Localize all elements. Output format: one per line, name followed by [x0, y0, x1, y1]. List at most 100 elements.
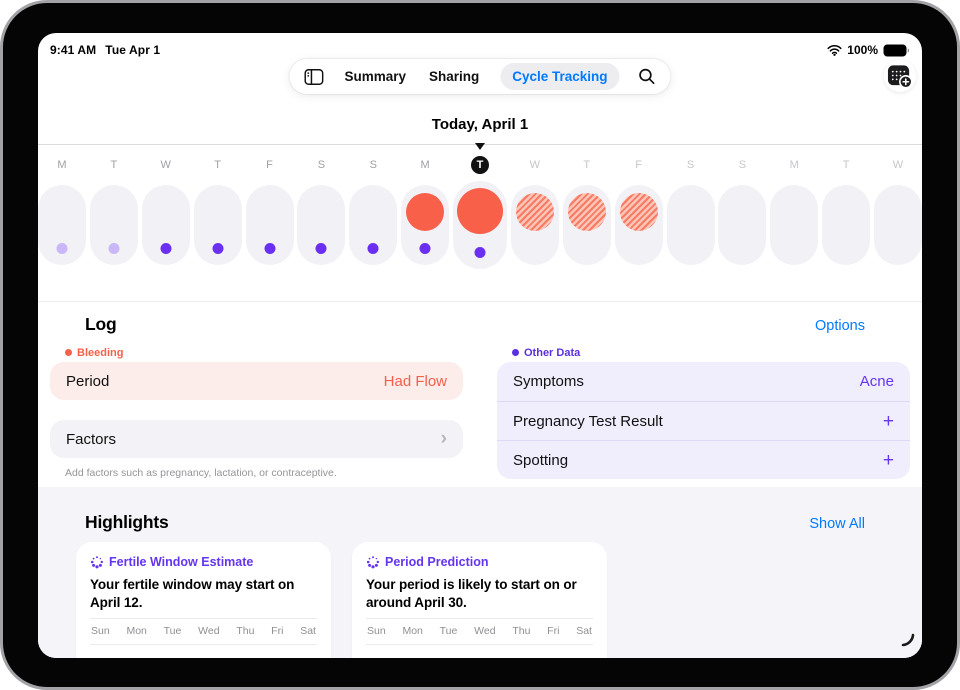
highlight-card-fertile-window-estimate[interactable]: Fertile Window Estimate Your fertile wind… [76, 542, 331, 658]
tab-summary[interactable]: Summary [344, 69, 406, 84]
tab-cycle-tracking[interactable]: Cycle Tracking [500, 63, 620, 90]
day-letter: T [842, 159, 850, 171]
day-cell[interactable]: T [822, 156, 871, 269]
day-capsule [401, 185, 450, 265]
weekday-label: Wed [198, 625, 220, 638]
prediction-sparkle-icon [366, 555, 380, 569]
other-data-row-symptoms[interactable]: Symptoms Acne [497, 362, 910, 401]
weekday-label: Mon [402, 625, 423, 638]
screen: 9:41 AM Tue Apr 1 100% [38, 33, 922, 658]
day-capsule [614, 185, 663, 265]
day-cell[interactable]: T [453, 143, 507, 269]
day-cell[interactable]: S [349, 156, 398, 269]
day-capsule [822, 185, 871, 265]
highlight-card-text: Your fertile window may start on April 1… [90, 577, 295, 611]
search-icon [639, 68, 656, 85]
other-data-dot [56, 243, 68, 254]
add-icon[interactable]: + [882, 410, 894, 432]
row-label: Spotting [513, 451, 569, 469]
factors-row[interactable]: Factors › [50, 420, 463, 458]
day-letter: T [583, 159, 591, 171]
day-cell[interactable]: S [718, 156, 767, 269]
day-cell[interactable]: W [874, 156, 922, 269]
day-cell[interactable]: S [297, 156, 346, 269]
weekday-label: Sun [91, 625, 110, 638]
weekday-label: Fri [271, 625, 284, 638]
day-cell[interactable]: F [614, 156, 663, 269]
other-data-row-spotting[interactable]: Spotting + [497, 440, 910, 479]
tab-sharing[interactable]: Sharing [428, 69, 480, 84]
period-row[interactable]: Period Had Flow [50, 362, 463, 400]
sidebar-toggle-button[interactable] [304, 68, 324, 85]
add-calendar-icon [887, 63, 913, 89]
day-cell[interactable]: W [510, 156, 559, 269]
factors-caption: Add factors such as pregnancy, lactation… [65, 467, 337, 479]
options-link[interactable]: Options [815, 318, 865, 334]
day-capsule [297, 185, 346, 265]
day-letter: S [369, 159, 377, 171]
period-predicted-circle [515, 193, 554, 231]
day-letter: S [317, 159, 326, 171]
weekday-header-row: Sun Mon Tue Wed Thu Fri Sat [366, 625, 593, 638]
day-cell[interactable]: F [245, 156, 294, 269]
day-letter: S [686, 159, 695, 171]
highlight-cards: Fertile Window Estimate Your fertile wind… [38, 542, 922, 658]
other-data-dot [367, 243, 379, 254]
show-all-link[interactable]: Show All [809, 516, 865, 532]
day-letter: W [160, 159, 171, 171]
highlight-card-title: Period Prediction [385, 555, 489, 569]
day-cell[interactable]: M [401, 156, 450, 269]
day-letter: M [57, 159, 67, 171]
day-cell[interactable]: W [141, 156, 190, 269]
sidebar-icon [304, 68, 324, 85]
bleeding-column: Bleeding Period Had Flow Factors › Add f… [50, 346, 463, 479]
period-predicted-circle [567, 193, 606, 231]
divider [38, 301, 922, 302]
weekday-label: Wed [474, 625, 496, 638]
other-data-dot [264, 243, 275, 254]
day-cell[interactable]: S [666, 156, 715, 269]
day-letter: F [635, 159, 642, 171]
day-cell[interactable]: T [562, 156, 611, 269]
search-button[interactable] [639, 68, 656, 85]
weekday-label: Sat [576, 625, 592, 638]
nav-tabs: Summary Sharing Cycle Tracking [342, 63, 620, 90]
day-capsule [874, 185, 922, 265]
weekday-label: Thu [512, 625, 531, 638]
highlight-card-period-prediction[interactable]: Period Prediction Your period is likely t… [352, 542, 607, 658]
day-cell[interactable]: M [770, 156, 819, 269]
weekday-label: Mon [126, 625, 147, 638]
day-letter: F [266, 159, 273, 171]
day-capsule [666, 185, 715, 265]
log-section: Log Options Bleeding Period Had Flow [38, 302, 922, 487]
period-label: Period [66, 372, 110, 390]
day-cell[interactable]: T [193, 156, 242, 269]
row-label: Pregnancy Test Result [513, 412, 663, 430]
day-letter: W [529, 159, 541, 171]
other-data-row-pregnancy-test-result[interactable]: Pregnancy Test Result + [497, 401, 910, 440]
day-letter: M [420, 159, 430, 171]
day-cell[interactable]: M [38, 156, 86, 269]
weekday-label: Sun [367, 625, 386, 638]
day-letter: M [789, 159, 799, 171]
weekday-header-row: Sun Mon Tue Wed Thu Fri Sat [90, 625, 317, 638]
day-capsule [89, 185, 138, 265]
divider [366, 618, 593, 620]
prediction-sparkle-icon [90, 555, 104, 569]
other-data-dot-icon [512, 349, 519, 356]
add-icon[interactable]: + [882, 449, 894, 471]
chevron-right-icon: › [440, 427, 447, 449]
day-cell[interactable]: T [89, 156, 138, 269]
day-capsule [245, 185, 294, 265]
weekday-label: Tue [439, 625, 458, 638]
day-capsule [510, 185, 559, 265]
day-capsule [770, 185, 819, 265]
status-time: 9:41 AM [50, 43, 97, 57]
status-bar: 9:41 AM Tue Apr 1 100% [38, 33, 922, 59]
other-data-dot [160, 243, 172, 254]
bleeding-dot-icon [65, 349, 72, 356]
day-letter: S [738, 159, 747, 171]
highlights-section: Highlights Show All Fertile Window Estim… [38, 487, 922, 658]
add-cycle-data-button[interactable] [884, 60, 916, 92]
